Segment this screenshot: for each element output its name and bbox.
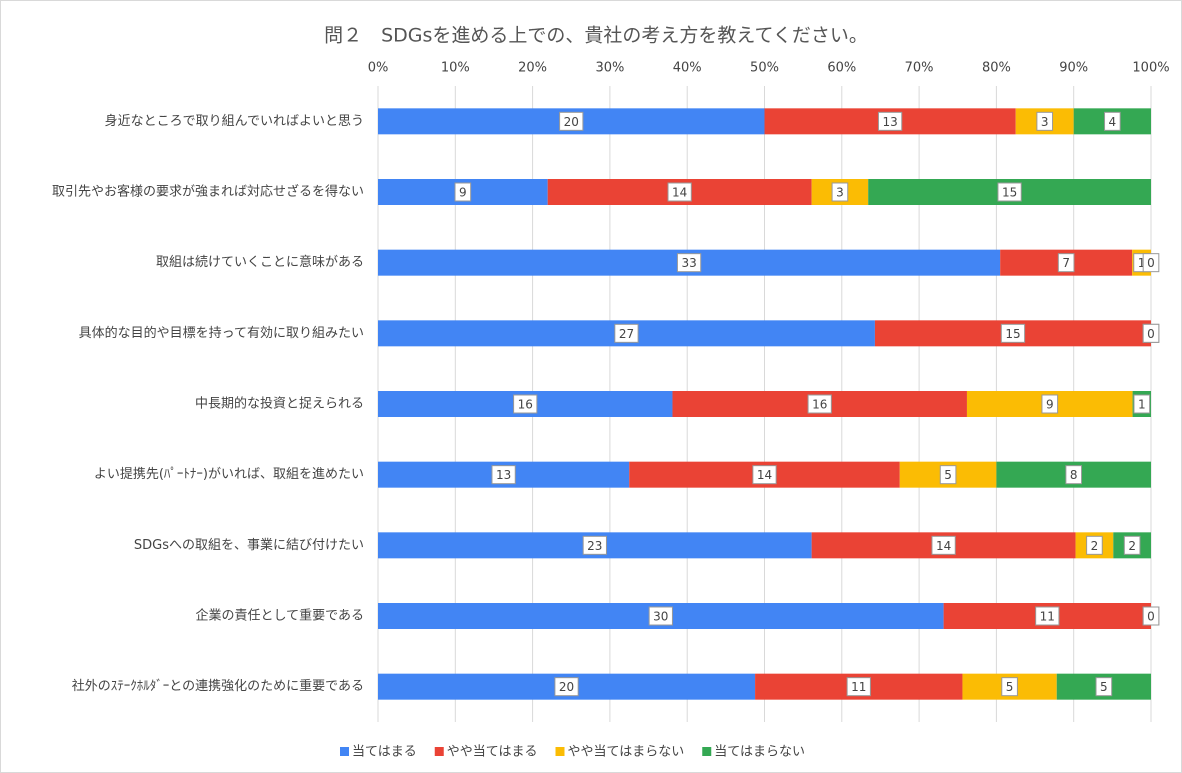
data-label-box — [931, 535, 956, 555]
legend-swatch — [340, 747, 349, 756]
data-label: 23 — [587, 539, 602, 553]
x-tick-label: 100% — [1132, 61, 1169, 76]
x-tick-label: 0% — [368, 61, 389, 76]
data-label-box — [1086, 535, 1103, 555]
data-label: 0 — [1147, 256, 1155, 270]
data-label-box — [1123, 535, 1141, 555]
x-tick-label: 40% — [673, 61, 702, 76]
data-label-box — [1041, 394, 1059, 414]
legend-swatch — [434, 747, 444, 756]
data-label-box — [1142, 606, 1160, 626]
data-label: 16 — [812, 398, 827, 412]
y-tick-label: 社外のｽﾃｰｸﾎﾙﾀﾞｰとの連携強化のために重要である — [72, 678, 364, 694]
data-label-box — [614, 323, 639, 343]
data-label: 9 — [1046, 398, 1054, 412]
data-label-box — [554, 677, 579, 697]
data-label: 0 — [1147, 327, 1155, 341]
data-label-box — [559, 111, 584, 131]
data-label-box — [1142, 253, 1160, 273]
data-label: 13 — [882, 115, 897, 129]
data-label-box — [582, 535, 607, 555]
legend-swatch — [555, 747, 565, 756]
data-label: 33 — [681, 256, 696, 270]
data-label-box — [1000, 323, 1026, 343]
data-label: 5 — [1100, 680, 1108, 694]
data-label-box — [1057, 253, 1075, 273]
data-label: 16 — [518, 398, 533, 412]
data-label: 14 — [757, 468, 772, 482]
data-label-box — [807, 394, 832, 414]
y-tick-label: 具体的な目的や目標を持って有効に取り組みたい — [79, 325, 364, 341]
data-label: 1 — [1138, 256, 1146, 270]
data-label-box — [648, 606, 673, 626]
data-label: 3 — [1041, 115, 1049, 129]
data-label-box — [667, 182, 692, 202]
legend-label: 当てはまらない — [714, 745, 805, 760]
y-tick-label: 取引先やお客様の要求が強まれば対応せざるを得ない — [52, 184, 364, 200]
x-tick-label: 70% — [905, 61, 934, 76]
data-label: 0 — [1147, 610, 1155, 624]
data-label: 8 — [1070, 468, 1078, 482]
data-label-box — [997, 182, 1022, 202]
data-label: 15 — [1005, 327, 1020, 341]
data-label: 2 — [1091, 539, 1099, 553]
data-label-box — [1142, 323, 1160, 343]
x-tick-label: 20% — [518, 61, 547, 76]
data-label: 5 — [1006, 680, 1014, 694]
x-tick-label: 80% — [982, 61, 1011, 76]
data-label: 5 — [944, 468, 952, 482]
data-label-box — [1095, 677, 1113, 697]
data-label-box — [513, 394, 538, 414]
data-label-box — [877, 111, 903, 131]
data-label: 11 — [1040, 610, 1055, 624]
data-label: 9 — [459, 186, 467, 200]
x-tick-label: 60% — [827, 61, 856, 76]
y-tick-label: 取組は続けていくことに意味がある — [156, 254, 364, 270]
data-label-box — [1001, 677, 1018, 697]
y-tick-label: 身近なところで取り組んでいればよいと思う — [105, 113, 364, 129]
data-label: 13 — [496, 468, 511, 482]
y-tick-label: SDGsへの取組を、事業に結び付けたい — [134, 537, 364, 553]
chart-title: 問２ SDGsを進める上での、貴社の考え方を教えてください。 — [324, 25, 868, 47]
data-label: 20 — [559, 680, 574, 694]
data-label: 4 — [1109, 115, 1117, 129]
data-label-box — [1035, 606, 1060, 626]
data-label-box — [491, 465, 516, 485]
data-label-box — [1104, 111, 1121, 131]
data-label: 1 — [1138, 398, 1146, 412]
data-label-box — [1036, 111, 1054, 131]
data-label: 14 — [672, 186, 687, 200]
y-tick-label: 中長期的な投資と捉えられる — [195, 396, 364, 412]
y-tick-label: 企業の責任として重要である — [196, 608, 364, 624]
data-label: 30 — [653, 610, 668, 624]
legend-label: やや当てはまらない — [568, 745, 685, 760]
legend-label: やや当てはまる — [447, 745, 538, 760]
y-tick-label: よい提携先(ﾊﾟｰﾄﾅｰ)がいれば、取組を進めたい — [94, 466, 364, 482]
legend-swatch — [702, 747, 712, 756]
data-label: 14 — [936, 539, 951, 553]
data-label: 3 — [836, 186, 844, 200]
data-label: 7 — [1062, 256, 1070, 270]
data-label-box — [831, 182, 849, 202]
data-label-box — [939, 465, 957, 485]
x-tick-label: 90% — [1059, 61, 1088, 76]
data-label-box — [1065, 465, 1083, 485]
data-label: 15 — [1002, 186, 1017, 200]
data-label: 27 — [619, 327, 634, 341]
data-label-box — [752, 465, 777, 485]
data-label-box — [454, 182, 472, 202]
x-tick-label: 10% — [441, 61, 470, 76]
data-label: 20 — [564, 115, 579, 129]
data-label: 2 — [1128, 539, 1136, 553]
data-label-box — [1133, 394, 1151, 414]
data-label: 11 — [851, 680, 866, 694]
data-label-box — [676, 253, 702, 273]
x-tick-label: 50% — [750, 61, 779, 76]
data-label-box — [846, 677, 871, 697]
x-tick-label: 30% — [595, 61, 624, 76]
legend-label: 当てはまる — [352, 745, 417, 760]
